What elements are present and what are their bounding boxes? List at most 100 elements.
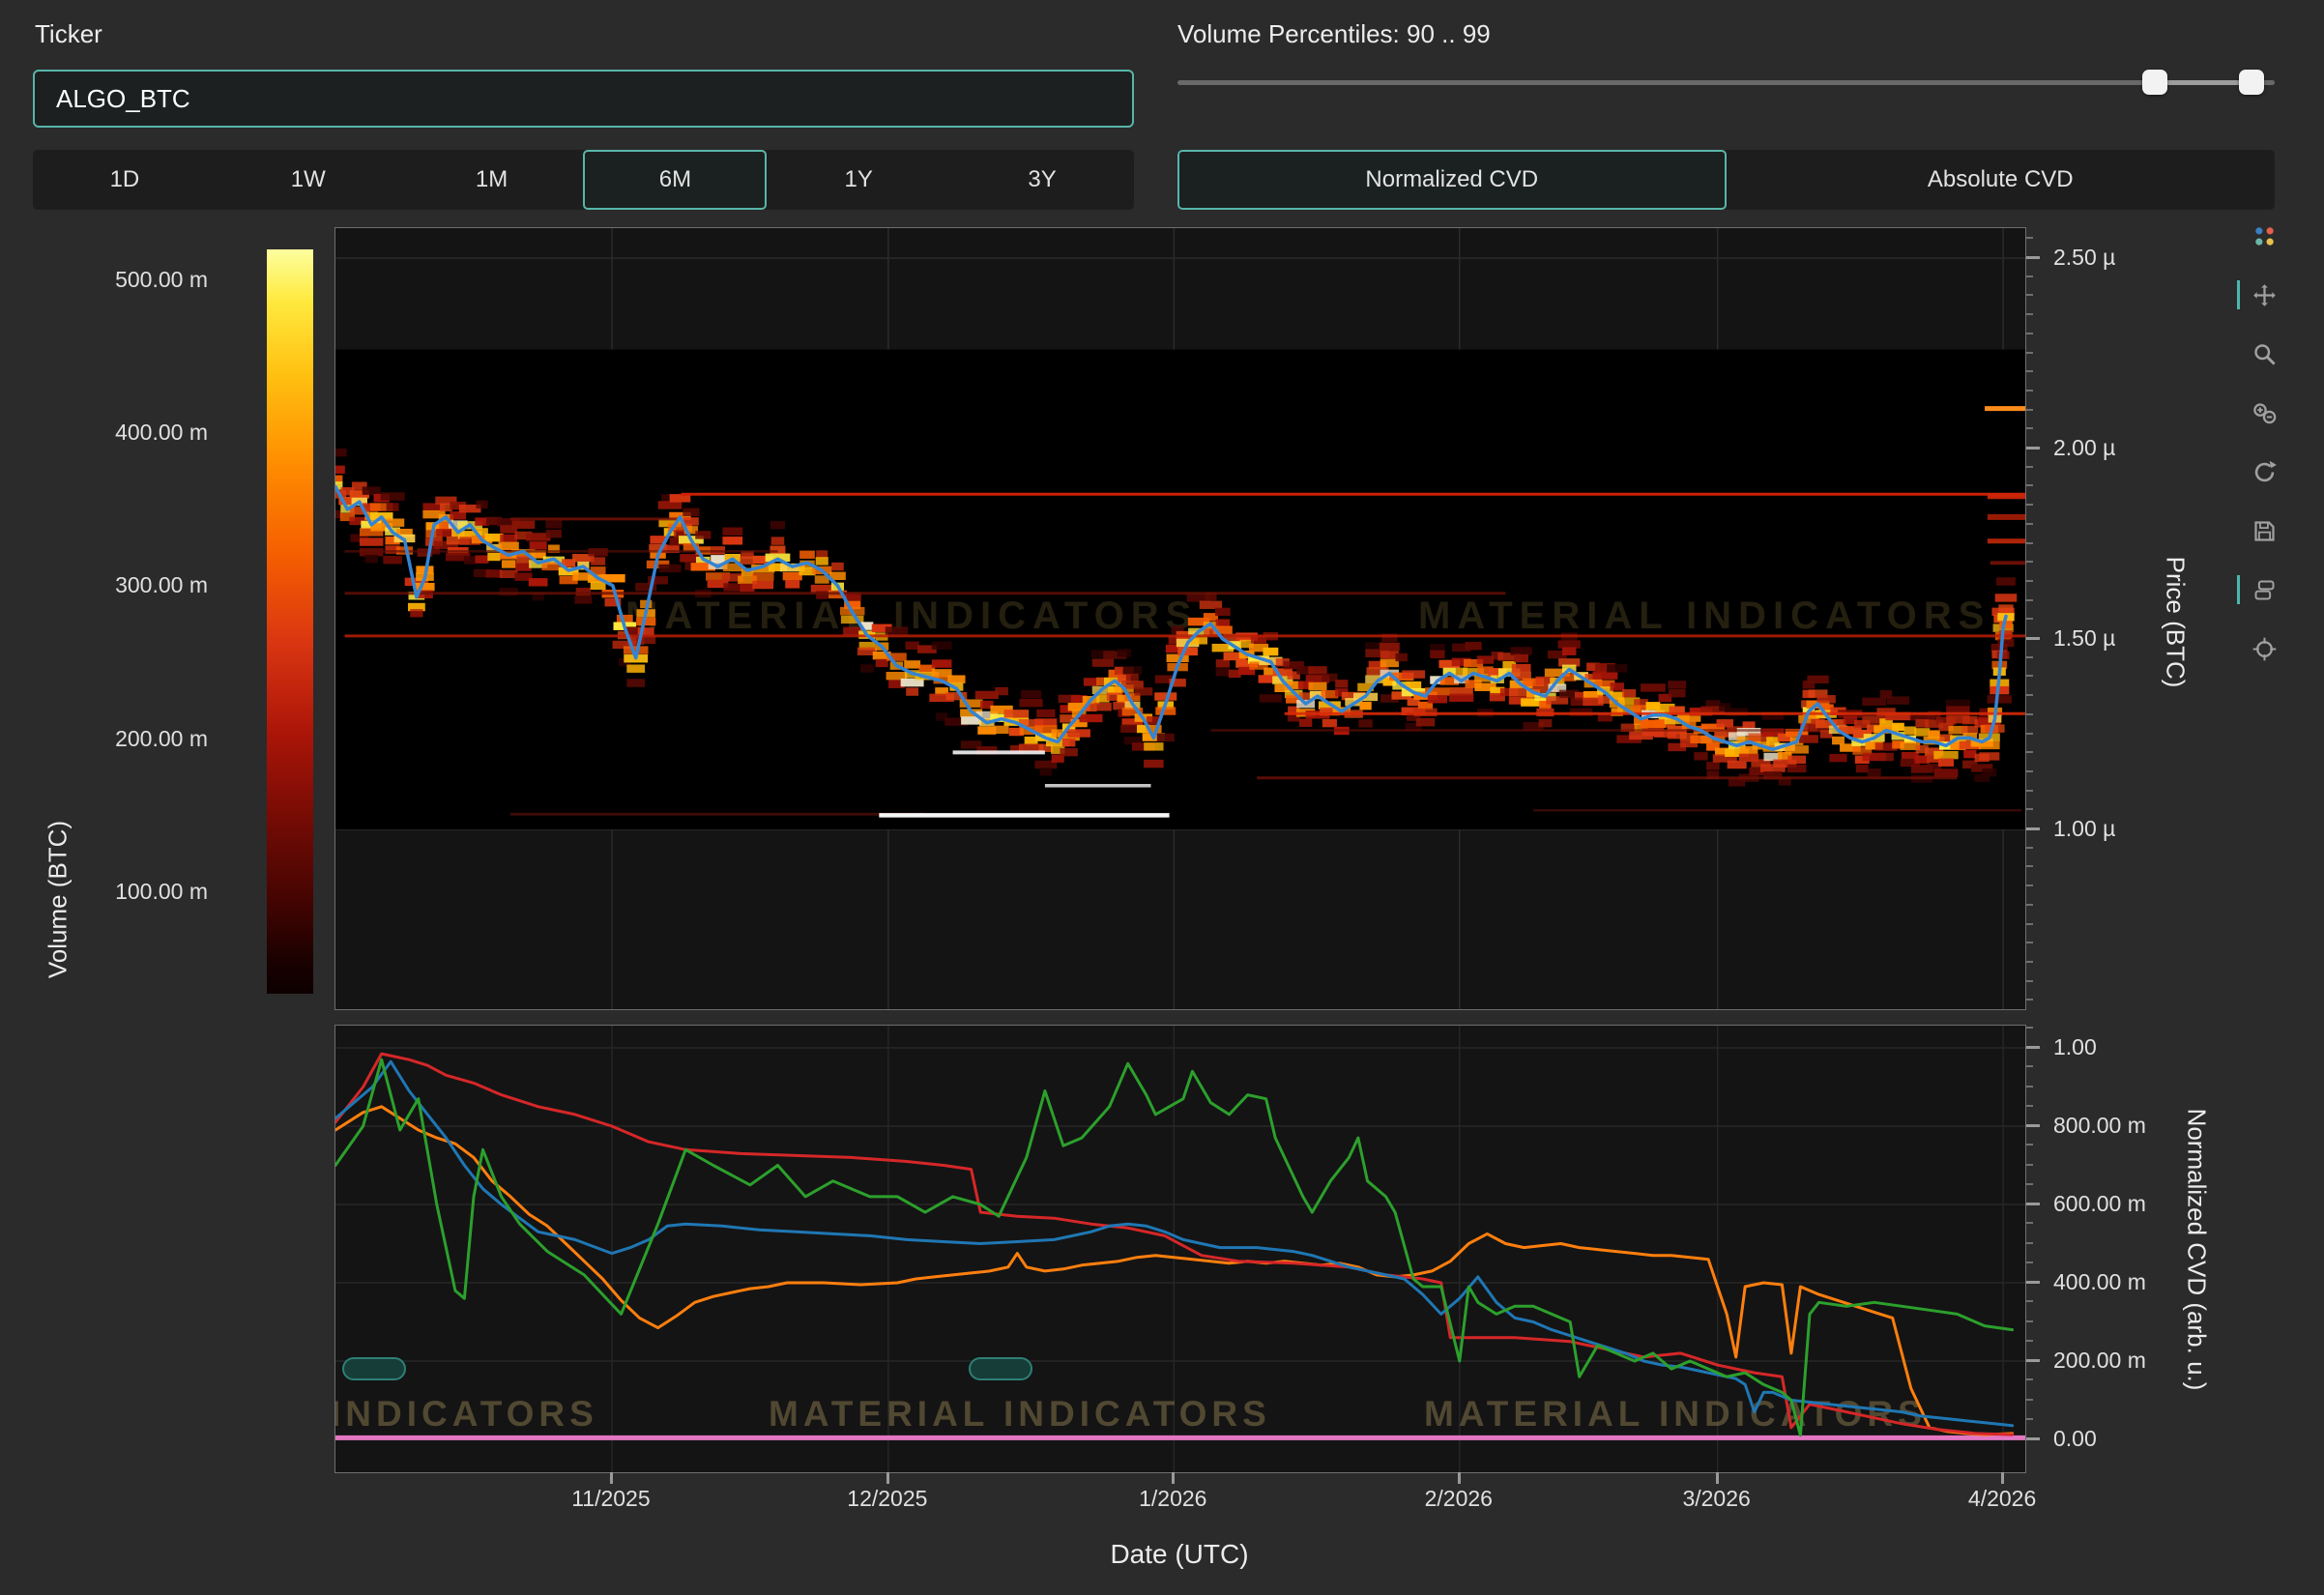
cvd-minor-tick xyxy=(2026,1026,2033,1029)
price-tick-mark xyxy=(2026,826,2040,830)
slider-track[interactable] xyxy=(1177,80,2275,85)
price-minor-tick xyxy=(2026,332,2033,334)
timeframe-6m[interactable]: 6M xyxy=(583,150,768,210)
cvd-chart[interactable]: MATERIAL INDICATORS MATERIAL INDICATORS MA… xyxy=(334,1025,2026,1473)
svg-text:MATERIAL INDICATORS: MATERIAL INDICATORS xyxy=(769,1394,1271,1434)
price-minor-tick xyxy=(2026,751,2033,754)
price-minor-tick xyxy=(2026,618,2033,621)
save-image-icon[interactable] xyxy=(2247,513,2281,548)
cvd-minor-tick xyxy=(2026,1182,2033,1185)
price-minor-tick xyxy=(2026,465,2033,468)
date-tick-label: 3/2026 xyxy=(1682,1486,1751,1511)
date-tick-label: 2/2026 xyxy=(1424,1486,1493,1511)
price-tick-mark xyxy=(2026,636,2040,640)
cvd-minor-tick xyxy=(2026,1163,2033,1166)
date-tick-mark xyxy=(886,1472,889,1484)
volume-percentiles-label: Volume Percentiles: 90 .. 99 xyxy=(1177,19,1491,48)
price-minor-tick xyxy=(2026,942,2033,944)
reset-axes-icon[interactable] xyxy=(2247,454,2281,489)
cvd-minor-tick xyxy=(2026,1417,2033,1420)
normalized-cvd-button[interactable]: Normalized CVD xyxy=(1177,150,1727,210)
price-minor-tick xyxy=(2026,408,2033,411)
price-minor-tick xyxy=(2026,884,2033,887)
price-minor-tick xyxy=(2026,484,2033,487)
price-minor-tick xyxy=(2026,732,2033,735)
price-minor-tick xyxy=(2026,561,2033,564)
price-minor-tick xyxy=(2026,675,2033,678)
date-tick-label: 12/2025 xyxy=(847,1486,928,1511)
cvd-tick-mark xyxy=(2026,1280,2040,1284)
price-minor-tick xyxy=(2026,294,2033,297)
spike-lines-icon[interactable] xyxy=(2247,631,2281,666)
price-minor-tick xyxy=(2026,655,2033,658)
price-minor-tick xyxy=(2026,275,2033,277)
price-minor-tick xyxy=(2026,370,2033,373)
svg-text:MATERIAL INDICATORS: MATERIAL INDICATORS xyxy=(625,594,1198,637)
price-minor-tick xyxy=(2026,541,2033,544)
zoom-in-out-icon[interactable] xyxy=(2247,395,2281,430)
timeframe-1y[interactable]: 1Y xyxy=(767,150,950,210)
price-minor-tick xyxy=(2026,389,2033,392)
date-axis-title: Date (UTC) xyxy=(1110,1539,1249,1569)
cvd-tick-mark xyxy=(2026,1202,2040,1205)
price-minor-tick xyxy=(2026,922,2033,925)
timeframe-1d[interactable]: 1D xyxy=(33,150,217,210)
price-heatmap-canvas[interactable]: MATERIAL INDICATORS MATERIAL INDICATORS xyxy=(335,228,2025,1009)
ticker-input[interactable] xyxy=(33,70,1134,128)
price-heatmap-chart[interactable]: MATERIAL INDICATORS MATERIAL INDICATORS xyxy=(334,227,2026,1010)
price-minor-tick xyxy=(2026,903,2033,906)
timeframe-1w[interactable]: 1W xyxy=(217,150,400,210)
cvd-tick-label: 1.00 xyxy=(2053,1034,2097,1059)
pan-icon[interactable] xyxy=(2237,277,2281,312)
price-minor-tick xyxy=(2026,504,2033,507)
absolute-cvd-button[interactable]: Absolute CVD xyxy=(1727,150,2276,210)
price-minor-tick xyxy=(2026,979,2033,982)
price-axis-title: Price (BTC) xyxy=(2161,556,2191,688)
price-minor-tick xyxy=(2026,846,2033,849)
plotly-modebar xyxy=(2237,218,2285,666)
price-minor-tick xyxy=(2026,522,2033,525)
timeframe-1m[interactable]: 1M xyxy=(400,150,584,210)
cvd-minor-tick xyxy=(2026,1085,2033,1088)
plotly-logo-icon[interactable] xyxy=(2247,218,2281,253)
cvd-tick-mark xyxy=(2026,1358,2040,1362)
price-tick-label: 2.50 µ xyxy=(2053,245,2116,270)
slider-handle-low[interactable] xyxy=(2142,70,2168,95)
date-tick-mark xyxy=(1715,1472,1719,1484)
cvd-minor-tick xyxy=(2026,1222,2033,1225)
price-tick-mark xyxy=(2026,446,2040,450)
cvd-minor-tick xyxy=(2026,1320,2033,1322)
slider-handle-high[interactable] xyxy=(2238,70,2264,95)
volume-percentiles-slider[interactable] xyxy=(1177,68,2275,97)
price-minor-tick xyxy=(2026,313,2033,316)
price-minor-tick xyxy=(2026,694,2033,697)
volume-tick-label: 500.00 m xyxy=(115,266,208,292)
cvd-minor-tick xyxy=(2026,1300,2033,1303)
timeframe-3y[interactable]: 3Y xyxy=(950,150,1134,210)
cvd-axis-title: Normalized CVD (arb. u.) xyxy=(2182,1108,2212,1391)
ticker-label: Ticker xyxy=(35,19,102,48)
price-minor-tick xyxy=(2026,598,2033,601)
price-tick-mark xyxy=(2026,255,2040,259)
box-zoom-icon[interactable] xyxy=(2247,336,2281,371)
pan-active-indicator xyxy=(2237,280,2240,309)
cvd-minor-tick xyxy=(2026,1241,2033,1244)
price-minor-tick xyxy=(2026,351,2033,354)
price-tick-label: 1.50 µ xyxy=(2053,625,2116,651)
cvd-minor-tick xyxy=(2026,1398,2033,1401)
svg-text:MATERIAL INDICATORS: MATERIAL INDICATORS xyxy=(335,1394,598,1434)
cvd-tick-mark xyxy=(2026,1123,2040,1127)
price-minor-tick xyxy=(2026,999,2033,1001)
price-minor-tick xyxy=(2026,427,2033,430)
cvd-minor-tick xyxy=(2026,1378,2033,1381)
cvd-minor-tick xyxy=(2026,1104,2033,1107)
cvd-tick-label: 0.00 xyxy=(2053,1426,2097,1451)
cvd-canvas[interactable]: MATERIAL INDICATORS MATERIAL INDICATORS MA… xyxy=(335,1026,2025,1472)
cvd-tick-mark xyxy=(2026,1436,2040,1440)
volume-tick-label: 300.00 m xyxy=(115,572,208,598)
date-tick-label: 1/2026 xyxy=(1139,1486,1207,1511)
hover-mode-icon[interactable] xyxy=(2237,572,2281,607)
volume-colorbar xyxy=(267,249,313,994)
price-minor-tick xyxy=(2026,237,2033,240)
